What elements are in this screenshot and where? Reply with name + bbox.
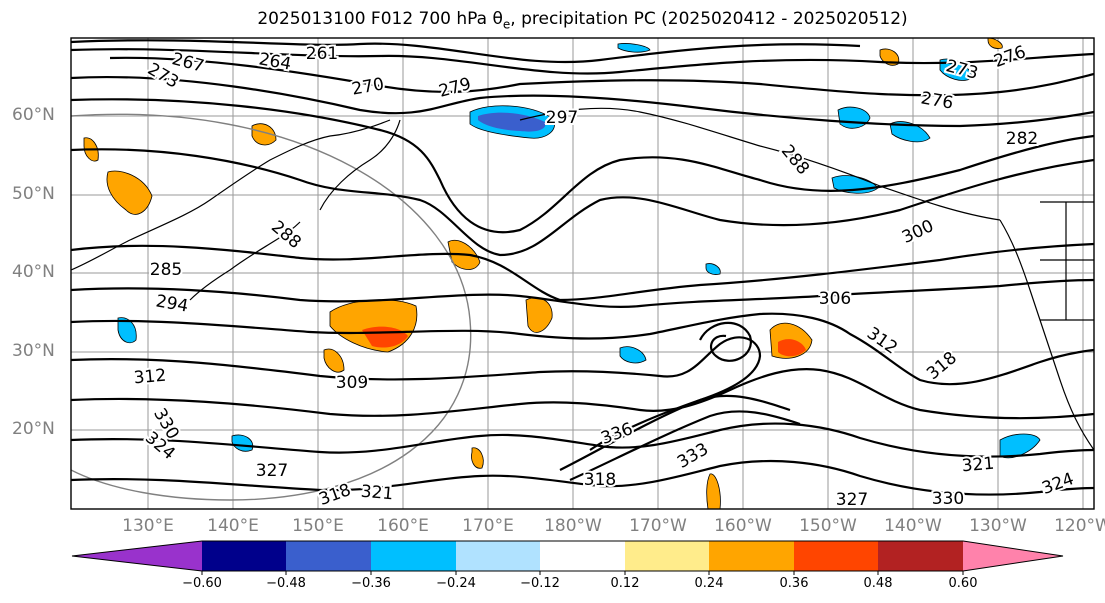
contour-label: 321 bbox=[360, 482, 394, 505]
contour-line bbox=[569, 410, 801, 482]
colorbar-tick-label: −0.24 bbox=[436, 576, 476, 591]
colorbar-segment bbox=[286, 541, 371, 571]
lon-label: 160°W bbox=[714, 516, 772, 536]
colorbar-tick-label: 0.60 bbox=[948, 576, 978, 591]
title-rest: , precipitation PC (2025020412 - 2025020… bbox=[510, 9, 908, 29]
coastline-alaska bbox=[519, 107, 1001, 221]
contour-label: 297 bbox=[546, 108, 578, 128]
colorbar-outline bbox=[71, 540, 1064, 572]
precip-patch-positive bbox=[106, 170, 153, 215]
precip-patch-negative bbox=[889, 121, 931, 143]
contour-line bbox=[71, 39, 861, 64]
lat-label: 50°N bbox=[12, 184, 55, 204]
colorbar-segment bbox=[456, 541, 540, 571]
colorbar-tick-label: 0.24 bbox=[694, 576, 724, 591]
lon-label: 180°W bbox=[544, 516, 602, 536]
contour-line bbox=[71, 422, 1094, 458]
contour-line bbox=[109, 56, 1094, 97]
colorbar-tick-label: −0.12 bbox=[520, 576, 560, 591]
contour-line bbox=[71, 242, 1094, 302]
lon-label: 150°E bbox=[292, 516, 344, 536]
contour-label: 330 bbox=[932, 489, 964, 509]
colorbar-extend-low bbox=[72, 541, 202, 571]
contour-line bbox=[699, 321, 752, 362]
precip-patch-negative bbox=[999, 433, 1041, 459]
contour-label: 309 bbox=[336, 373, 368, 393]
colorbar-segment bbox=[371, 541, 456, 571]
colorbar-tick-label: −0.36 bbox=[351, 576, 391, 591]
contour-line bbox=[71, 459, 1094, 496]
contour-line bbox=[71, 148, 1094, 257]
lon-label: 140°E bbox=[207, 516, 259, 536]
lon-label: 160°E bbox=[377, 516, 429, 536]
theta-e-contours bbox=[71, 39, 1094, 496]
colorbar-segment bbox=[202, 541, 286, 571]
precip-patch-positive bbox=[323, 348, 345, 373]
colorbar-tick-label: 0.12 bbox=[610, 576, 640, 591]
precip-patch-negative bbox=[939, 58, 973, 81]
title-subscript: e bbox=[502, 17, 511, 32]
lon-label: 150°W bbox=[799, 516, 857, 536]
coastline-asia bbox=[71, 119, 391, 271]
projection-arc bbox=[71, 113, 472, 501]
contour-line bbox=[71, 98, 1094, 234]
map-frame bbox=[70, 37, 1095, 510]
lat-label: 40°N bbox=[12, 262, 55, 282]
precip-patch-positive bbox=[706, 473, 721, 509]
colorbar-segments bbox=[71, 540, 1064, 575]
contour-label: 306 bbox=[819, 289, 851, 309]
colorbar-segment bbox=[540, 541, 625, 571]
colorbar-tick-label: 0.48 bbox=[863, 576, 893, 591]
colorbar-tick-label: −0.48 bbox=[266, 576, 306, 591]
contour-line bbox=[71, 48, 1094, 75]
contour-label: 282 bbox=[1006, 129, 1038, 149]
contour-label: 327 bbox=[256, 461, 288, 481]
precip-patch-positive bbox=[471, 447, 484, 469]
colorbar-tick-label: −0.60 bbox=[182, 576, 222, 591]
contour-line bbox=[71, 312, 1094, 386]
precip-patch-negative bbox=[619, 346, 647, 364]
precip-patch-negative bbox=[617, 43, 651, 53]
colorbar-extend-high bbox=[963, 541, 1063, 571]
lon-label: 170°W bbox=[629, 516, 687, 536]
contour-line bbox=[559, 394, 791, 471]
coastline-japan bbox=[189, 221, 301, 301]
lat-label: 30°N bbox=[12, 341, 55, 361]
contour-line bbox=[71, 368, 1094, 420]
colorbar-tick-label: 0.36 bbox=[779, 576, 809, 591]
contour-label: 261 bbox=[306, 44, 338, 64]
coastlines bbox=[71, 107, 1094, 451]
lon-label: 170°E bbox=[462, 516, 514, 536]
precip-patch-negative bbox=[117, 317, 137, 344]
contour-line bbox=[71, 278, 1094, 309]
lon-label: 120°W bbox=[1054, 516, 1105, 536]
coastline-north-america bbox=[999, 219, 1094, 451]
lat-label: 20°N bbox=[12, 419, 55, 439]
us-state-border bbox=[1040, 201, 1094, 321]
contour-label: 312 bbox=[133, 366, 167, 389]
precip-patch-positive bbox=[251, 123, 277, 146]
contour-label: 327 bbox=[836, 490, 868, 510]
coastline-kamchatka bbox=[319, 119, 401, 211]
contour-label: 321 bbox=[961, 454, 995, 477]
precip-shading bbox=[83, 38, 1041, 509]
colorbar-segment bbox=[794, 541, 878, 571]
precip-patch-negative bbox=[705, 263, 721, 275]
map-title: 2025013100 F012 700 hPa θe, precipitatio… bbox=[0, 9, 1105, 31]
contour-label: 285 bbox=[150, 260, 182, 280]
colorbar-segment bbox=[625, 541, 709, 571]
title-text: 2025013100 F012 700 hPa θ bbox=[257, 9, 503, 29]
precip-patch-positive bbox=[987, 38, 1003, 49]
precip-patch-positive-core bbox=[778, 339, 806, 357]
lon-label: 130°E bbox=[122, 516, 174, 536]
lat-label: 60°N bbox=[12, 105, 55, 125]
colorbar-segment bbox=[709, 541, 794, 571]
colorbar-segment bbox=[878, 541, 963, 571]
contour-line bbox=[71, 75, 1094, 128]
lon-label: 140°W bbox=[884, 516, 942, 536]
lon-label: 130°W bbox=[969, 516, 1027, 536]
contour-label: 318 bbox=[584, 470, 616, 490]
